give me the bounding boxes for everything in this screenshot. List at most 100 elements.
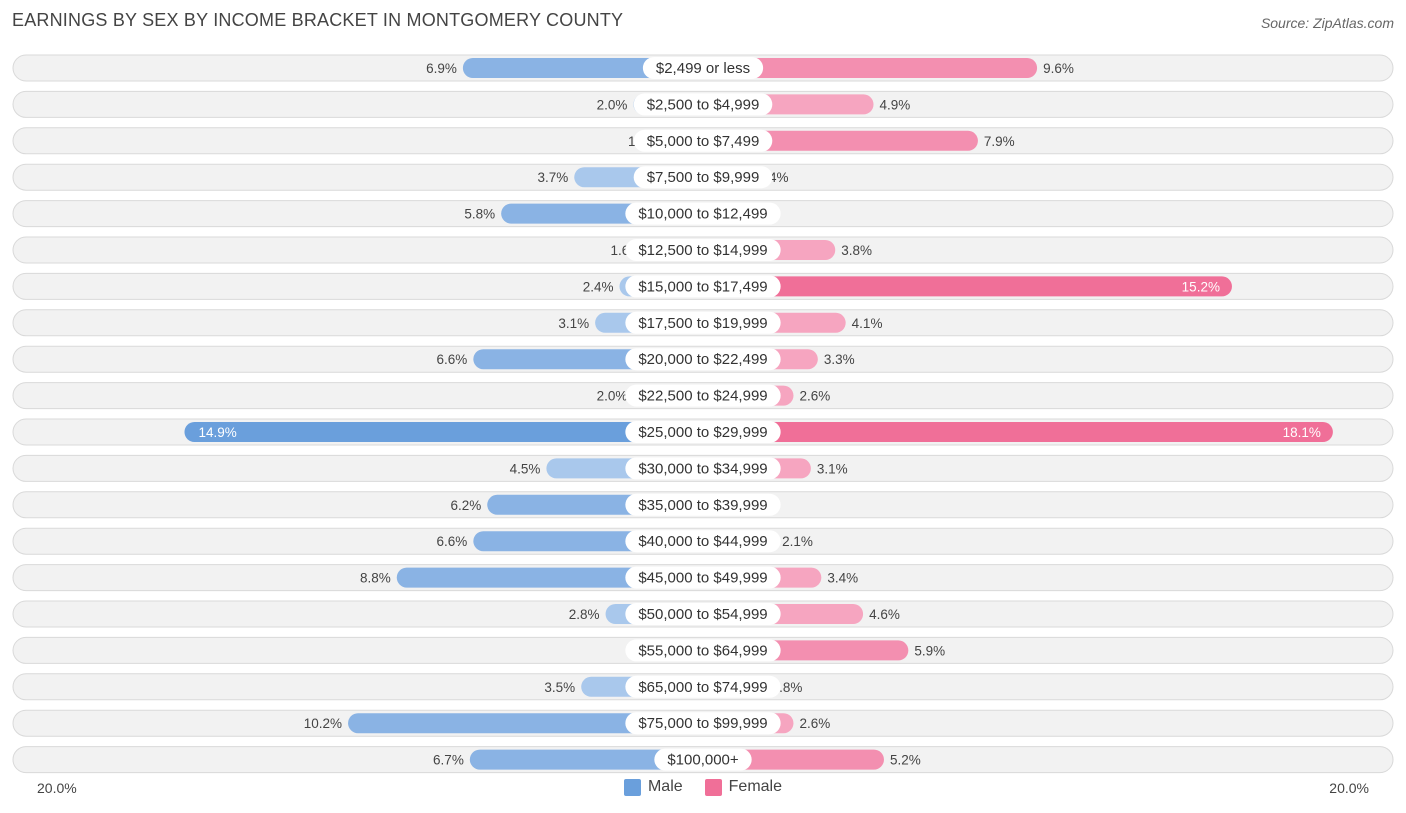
female-value-label: 5.2%	[890, 753, 921, 768]
female-bar[interactable]	[703, 58, 1038, 78]
male-bar[interactable]	[462, 58, 703, 78]
legend-label-male: Male	[647, 778, 683, 795]
category-label: $22,500 to $24,999	[638, 388, 767, 405]
male-value-label: 2.0%	[597, 97, 628, 112]
bar-row: 4.5% 3.1% $30,000 to $34,999	[12, 454, 1394, 482]
female-value-label: 4.9%	[880, 97, 911, 112]
category-label: $45,000 to $49,999	[638, 570, 767, 587]
category-label: $25,000 to $29,999	[638, 424, 767, 441]
category-pill	[625, 311, 781, 334]
bar-row: 3.7% 1.4%$7,500 to $9,999	[12, 163, 1394, 191]
bar-row: 10.2% 2.6% $75,000 to $99,999	[12, 709, 1394, 737]
category-pill	[625, 348, 781, 371]
category-label: $100,000+	[667, 752, 739, 769]
category-label: $20,000 to $22,499	[638, 351, 767, 368]
bar-row: 2.8% 4.6% $50,000 to $54,999	[12, 600, 1394, 628]
female-value-label: 15.2%	[1182, 279, 1220, 294]
category-label: $12,500 to $14,999	[638, 242, 767, 259]
bar-row: 1.1%7.9%$5,000 to $7,499	[12, 127, 1394, 155]
bar-row: 2.0% 4.9% $2,500 to $4,999	[12, 90, 1394, 118]
bar-row: 6.6% 2.1% $40,000 to $44,999	[12, 527, 1394, 555]
bar-row: 2.0% 2.6% $22,500 to $24,999	[12, 382, 1394, 410]
category-pill	[633, 93, 773, 116]
legend-item-female[interactable]: Female	[704, 778, 783, 796]
female-value-label: 7.9%	[984, 134, 1015, 149]
male-bar[interactable]	[348, 713, 703, 734]
axis-label-left: 20.0%	[37, 780, 77, 796]
category-pill	[625, 421, 781, 443]
female-value-label: 2.1%	[782, 534, 813, 549]
category-label: $65,000 to $74,999	[638, 679, 767, 696]
category-pill	[625, 712, 781, 735]
female-value-label: 3.8%	[841, 243, 872, 258]
male-bar[interactable]	[469, 749, 703, 770]
category-pill	[625, 675, 781, 698]
female-value-label: 3.1%	[817, 461, 848, 476]
male-value-label: 14.9%	[198, 425, 236, 440]
male-value-label: 3.7%	[537, 170, 568, 185]
male-value-label: 3.1%	[558, 316, 589, 331]
female-bar[interactable]	[703, 276, 1232, 297]
category-label: $55,000 to $64,999	[638, 642, 767, 659]
bar-row: 8.8% 3.4% $45,000 to $49,999	[12, 564, 1394, 592]
category-pill	[625, 457, 781, 480]
male-value-label: 6.9%	[426, 61, 457, 76]
bar-row: 0.71%5.9%$55,000 to $64,999	[12, 636, 1394, 664]
legend-swatch-female	[704, 778, 722, 796]
bar-row: 1.6%3.8%$12,500 to $14,999	[12, 236, 1394, 264]
category-label: $17,500 to $19,999	[638, 315, 767, 332]
bar-row: 6.9% 9.6% $2,499 or less	[12, 54, 1394, 82]
category-label: $75,000 to $99,999	[638, 715, 767, 732]
bar-row: 2.4% 15.2% $15,000 to $17,499	[12, 272, 1394, 300]
female-bar[interactable]	[703, 130, 978, 151]
male-bar[interactable]	[396, 567, 703, 588]
bar-row: 14.9% 18.1% $25,000 to $29,999	[12, 418, 1394, 446]
male-value-label: 6.6%	[437, 534, 468, 549]
male-value-label: 8.8%	[360, 571, 391, 586]
female-value-label: 3.4%	[827, 571, 858, 586]
category-label: $50,000 to $54,999	[638, 606, 767, 623]
category-pill	[625, 530, 781, 553]
category-label: $5,000 to $7,499	[647, 133, 760, 150]
category-pill	[625, 384, 781, 407]
category-pill	[654, 748, 752, 771]
category-pill	[625, 275, 781, 298]
male-value-label: 2.4%	[583, 279, 614, 294]
category-label: $35,000 to $39,999	[638, 497, 767, 514]
male-value-label: 10.2%	[304, 716, 342, 731]
category-pill	[625, 639, 781, 662]
female-value-label: 9.6%	[1043, 61, 1074, 76]
male-value-label: 3.5%	[544, 680, 575, 695]
female-bar[interactable]	[703, 422, 1333, 442]
bar-row: 6.6% 3.3% $20,000 to $22,499	[12, 345, 1394, 373]
category-pill	[625, 239, 781, 261]
source-label: Source: ZipAtlas.com	[1260, 15, 1394, 31]
female-value-label: 5.9%	[914, 643, 945, 658]
male-value-label: 5.8%	[464, 207, 495, 222]
female-value-label: 3.3%	[824, 352, 855, 367]
category-pill	[625, 202, 781, 225]
female-value-label: 2.6%	[799, 389, 830, 404]
bar-row: 3.1% 4.1% $17,500 to $19,999	[12, 309, 1394, 337]
legend: Male Female	[0, 778, 1406, 796]
category-label: $40,000 to $44,999	[638, 533, 767, 550]
category-label: $2,500 to $4,999	[647, 96, 760, 113]
male-value-label: 4.5%	[510, 461, 541, 476]
male-value-label: 2.8%	[569, 607, 600, 622]
female-value-label: 4.1%	[852, 316, 883, 331]
male-bar[interactable]	[184, 422, 704, 442]
male-value-label: 6.7%	[433, 753, 464, 768]
legend-item-male[interactable]: Male	[623, 778, 683, 796]
category-label: $7,500 to $9,999	[647, 169, 760, 186]
category-pill	[642, 57, 764, 79]
category-label: $30,000 to $34,999	[638, 460, 767, 477]
category-pill	[625, 493, 781, 516]
female-value-label: 4.6%	[869, 607, 900, 622]
bar-row: 5.8%0.46%$10,000 to $12,499	[12, 200, 1394, 228]
bar-row: 3.5% 1.8%$65,000 to $74,999	[12, 673, 1394, 701]
category-pill	[625, 566, 781, 589]
category-label: $2,499 or less	[656, 60, 750, 77]
legend-label-female: Female	[728, 778, 783, 795]
female-value-label: 18.1%	[1283, 425, 1321, 440]
